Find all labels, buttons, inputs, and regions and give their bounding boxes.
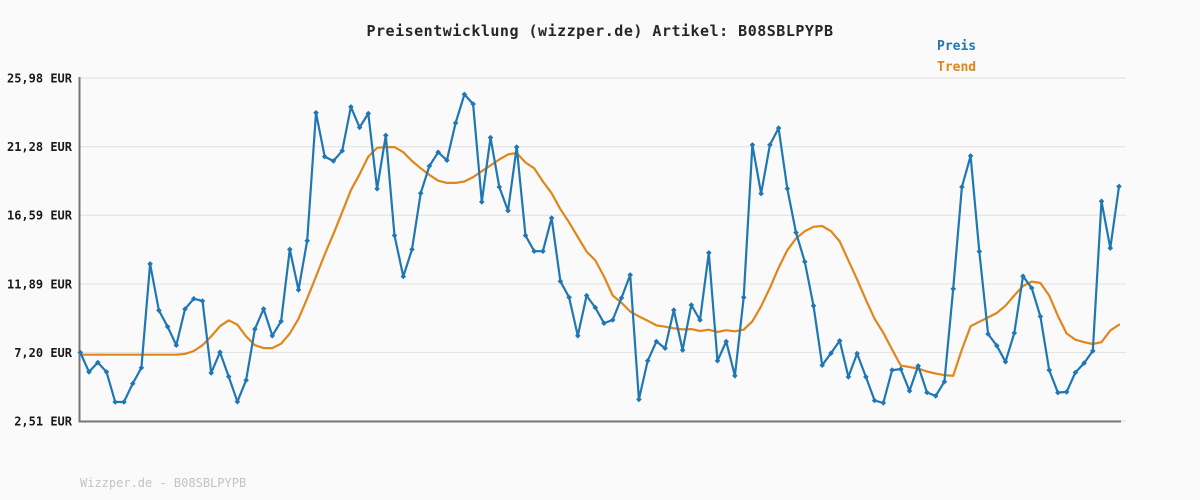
- y-tick-label: 16,59 EUR: [7, 209, 73, 223]
- chart-title: Preisentwicklung (wizzper.de) Artikel: B…: [366, 22, 834, 40]
- watermark-text: Wizzper.de - B08SBLPYPB: [80, 476, 247, 490]
- y-tick-label: 25,98 EUR: [7, 72, 73, 86]
- preis-line: [79, 93, 1121, 404]
- y-tick-label: 2,51 EUR: [14, 415, 73, 429]
- legend-item-preis: Preis: [937, 39, 977, 54]
- legend-item-trend: Trend: [937, 60, 977, 75]
- y-tick-label: 11,89 EUR: [7, 277, 73, 291]
- y-tick-label: 7,20 EUR: [14, 346, 73, 360]
- y-tick-label: 21,28 EUR: [7, 140, 73, 154]
